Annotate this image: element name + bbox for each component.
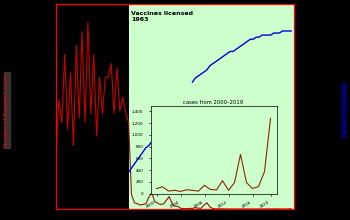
Bar [128, 4, 294, 209]
Text: Vaccines licensed
1963: Vaccines licensed 1963 [132, 11, 194, 22]
Text: Percent Vaccinated: Percent Vaccinated [341, 84, 345, 136]
Text: Number of Reported Cases: Number of Reported Cases [5, 73, 9, 147]
Title: cases from 2000–2019: cases from 2000–2019 [183, 99, 244, 104]
